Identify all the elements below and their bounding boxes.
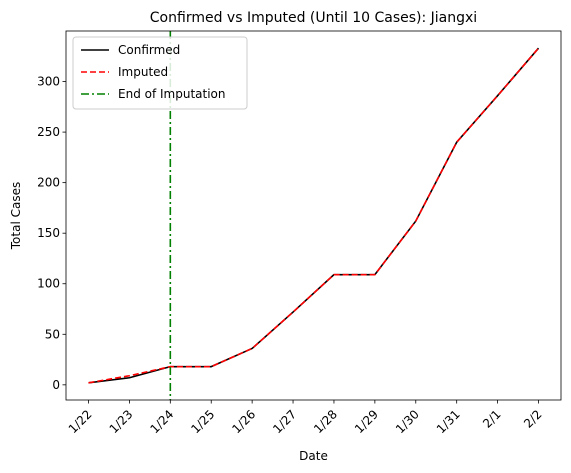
- y-axis-label: Total Cases: [9, 182, 23, 250]
- legend-label: End of Imputation: [118, 87, 226, 101]
- y-tick-label: 0: [52, 378, 60, 392]
- legend-label: Imputed: [118, 65, 168, 79]
- y-tick-label: 200: [37, 176, 60, 190]
- chart-title: Confirmed vs Imputed (Until 10 Cases): J…: [150, 10, 477, 26]
- x-tick-label: 1/25: [188, 407, 217, 436]
- y-tick-label: 100: [37, 277, 60, 291]
- x-tick-label: 1/31: [434, 407, 463, 436]
- x-tick-label: 1/27: [270, 407, 299, 436]
- legend-label: Confirmed: [118, 43, 180, 57]
- series-line-imputed: [88, 47, 540, 384]
- y-tick-label: 300: [37, 75, 60, 89]
- x-tick-label: 2/2: [521, 407, 545, 431]
- legend-box: [72, 36, 248, 110]
- x-tick-label: 1/22: [66, 407, 95, 436]
- plot-frame: [65, 30, 562, 401]
- legend: Confirmed Imputed End of Imputation: [72, 36, 248, 110]
- x-tick-label: 1/26: [229, 407, 258, 436]
- x-tick-label: 1/30: [393, 407, 422, 436]
- x-tick-label: 1/24: [147, 407, 176, 436]
- y-tick-label: 150: [37, 226, 60, 240]
- x-tick-label: 2/1: [480, 407, 504, 431]
- y-tick-label: 50: [45, 327, 60, 341]
- y-tick-label: 250: [37, 125, 60, 139]
- x-tick-label: 1/23: [107, 407, 136, 436]
- x-tick-label: 1/29: [352, 407, 381, 436]
- x-axis-label: Date: [299, 449, 328, 463]
- x-tick-label: 1/28: [311, 407, 340, 436]
